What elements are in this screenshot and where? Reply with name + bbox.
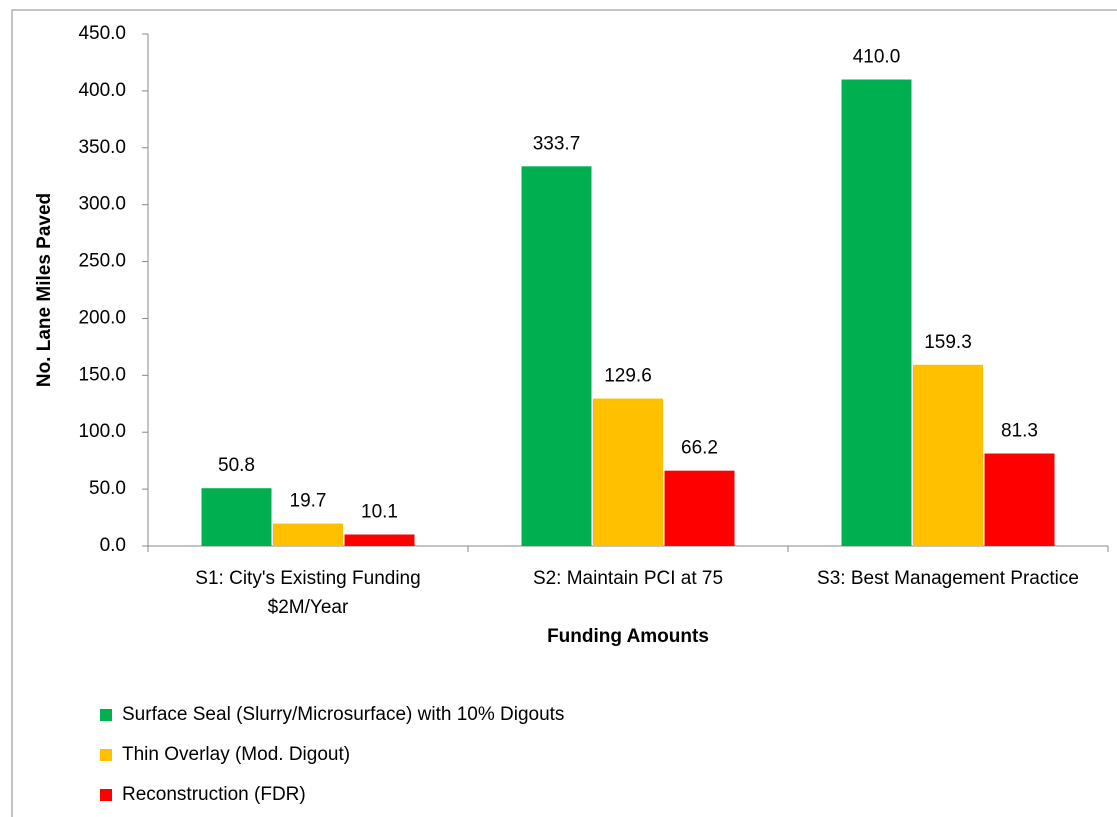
y-tick-label: 450.0 bbox=[78, 23, 126, 44]
legend-swatch bbox=[100, 749, 112, 761]
bar bbox=[273, 523, 343, 546]
bar bbox=[664, 470, 735, 546]
y-tick-label: 350.0 bbox=[78, 137, 126, 158]
x-tick-label: S2: Maintain PCI at 75 bbox=[532, 568, 724, 589]
chart-border bbox=[11, 9, 1117, 817]
legend-label: Reconstruction (FDR) bbox=[122, 784, 306, 805]
y-tick-label: 150.0 bbox=[78, 364, 126, 385]
legend-label: Surface Seal (Slurry/Microsurface) with … bbox=[122, 704, 564, 725]
data-label: 50.8 bbox=[218, 455, 255, 476]
y-tick-label: 100.0 bbox=[78, 421, 126, 442]
data-label: 129.6 bbox=[604, 366, 652, 387]
y-axis-title: No. Lane Miles Paved bbox=[34, 193, 55, 387]
x-axis-title: Funding Amounts bbox=[547, 626, 709, 647]
data-label: 66.2 bbox=[681, 438, 718, 459]
data-label: 159.3 bbox=[924, 332, 972, 353]
y-tick-label: 250.0 bbox=[78, 251, 126, 272]
x-tick-label: S3: Best Management Practice bbox=[817, 568, 1079, 589]
y-tick-label: 300.0 bbox=[78, 194, 126, 215]
y-tick-label: 0.0 bbox=[100, 535, 126, 556]
data-label: 333.7 bbox=[533, 133, 581, 154]
bar bbox=[913, 364, 983, 546]
data-label: 81.3 bbox=[1001, 421, 1038, 442]
data-label: 410.0 bbox=[853, 47, 901, 68]
data-label: 10.1 bbox=[361, 502, 398, 523]
legend-swatch bbox=[100, 709, 112, 721]
y-tick-label: 200.0 bbox=[78, 307, 126, 328]
y-tick-label: 50.0 bbox=[89, 478, 126, 499]
legend-swatch bbox=[100, 789, 112, 801]
bar bbox=[521, 166, 592, 547]
y-tick-label: 400.0 bbox=[78, 80, 126, 101]
bar bbox=[841, 79, 912, 546]
data-label: 19.7 bbox=[290, 491, 327, 512]
legend-label: Thin Overlay (Mod. Digout) bbox=[122, 744, 350, 765]
bar bbox=[593, 398, 663, 546]
bar bbox=[344, 534, 415, 546]
bar bbox=[984, 453, 1055, 546]
x-tick-label: S1: City's Existing Funding $2M/Year bbox=[195, 568, 421, 618]
bar bbox=[201, 488, 272, 546]
